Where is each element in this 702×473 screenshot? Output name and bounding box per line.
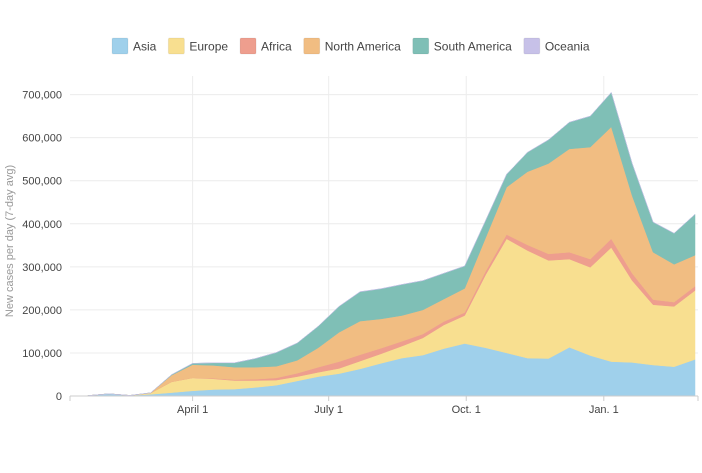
legend-item-south-america[interactable]: South America (412, 37, 512, 55)
legend-label: Europe (189, 40, 228, 54)
legend-item-europe[interactable]: Europe (167, 37, 228, 55)
x-tick-label: July 1 (314, 404, 343, 416)
x-tick-label: April 1 (177, 404, 208, 416)
legend-label: Oceania (545, 40, 590, 54)
y-tick-label: 400,000 (22, 219, 62, 231)
y-axis-title: New cases per day (7-day avg) (4, 165, 16, 317)
legend-label: North America (325, 40, 401, 54)
y-tick-label: 200,000 (22, 305, 62, 317)
x-tick-label: Jan. 1 (589, 404, 619, 416)
y-tick-label: 0 (56, 391, 62, 403)
legend-item-africa[interactable]: Africa (239, 37, 292, 55)
y-tick-label: 700,000 (22, 90, 62, 102)
legend-swatch (111, 37, 129, 55)
legend-swatch (412, 37, 430, 55)
legend-item-oceania[interactable]: Oceania (523, 37, 590, 55)
y-tick-label: 100,000 (22, 348, 62, 360)
legend-swatch (303, 37, 321, 55)
legend-swatch (239, 37, 257, 55)
legend: Asia Europe Africa North America South Ameri… (111, 37, 590, 55)
y-tick-label: 500,000 (22, 176, 62, 188)
area-oceania (87, 91, 696, 396)
y-tick-label: 600,000 (22, 133, 62, 145)
legend-label: Africa (261, 40, 292, 54)
legend-item-north-america[interactable]: North America (303, 37, 401, 55)
legend-label: South America (434, 40, 512, 54)
legend-swatch (167, 37, 185, 55)
legend-label: Asia (133, 40, 157, 54)
x-tick-label: Oct. 1 (452, 404, 481, 416)
legend-swatch (523, 37, 541, 55)
y-tick-label: 300,000 (22, 262, 62, 274)
legend-item-asia[interactable]: Asia (111, 37, 157, 55)
